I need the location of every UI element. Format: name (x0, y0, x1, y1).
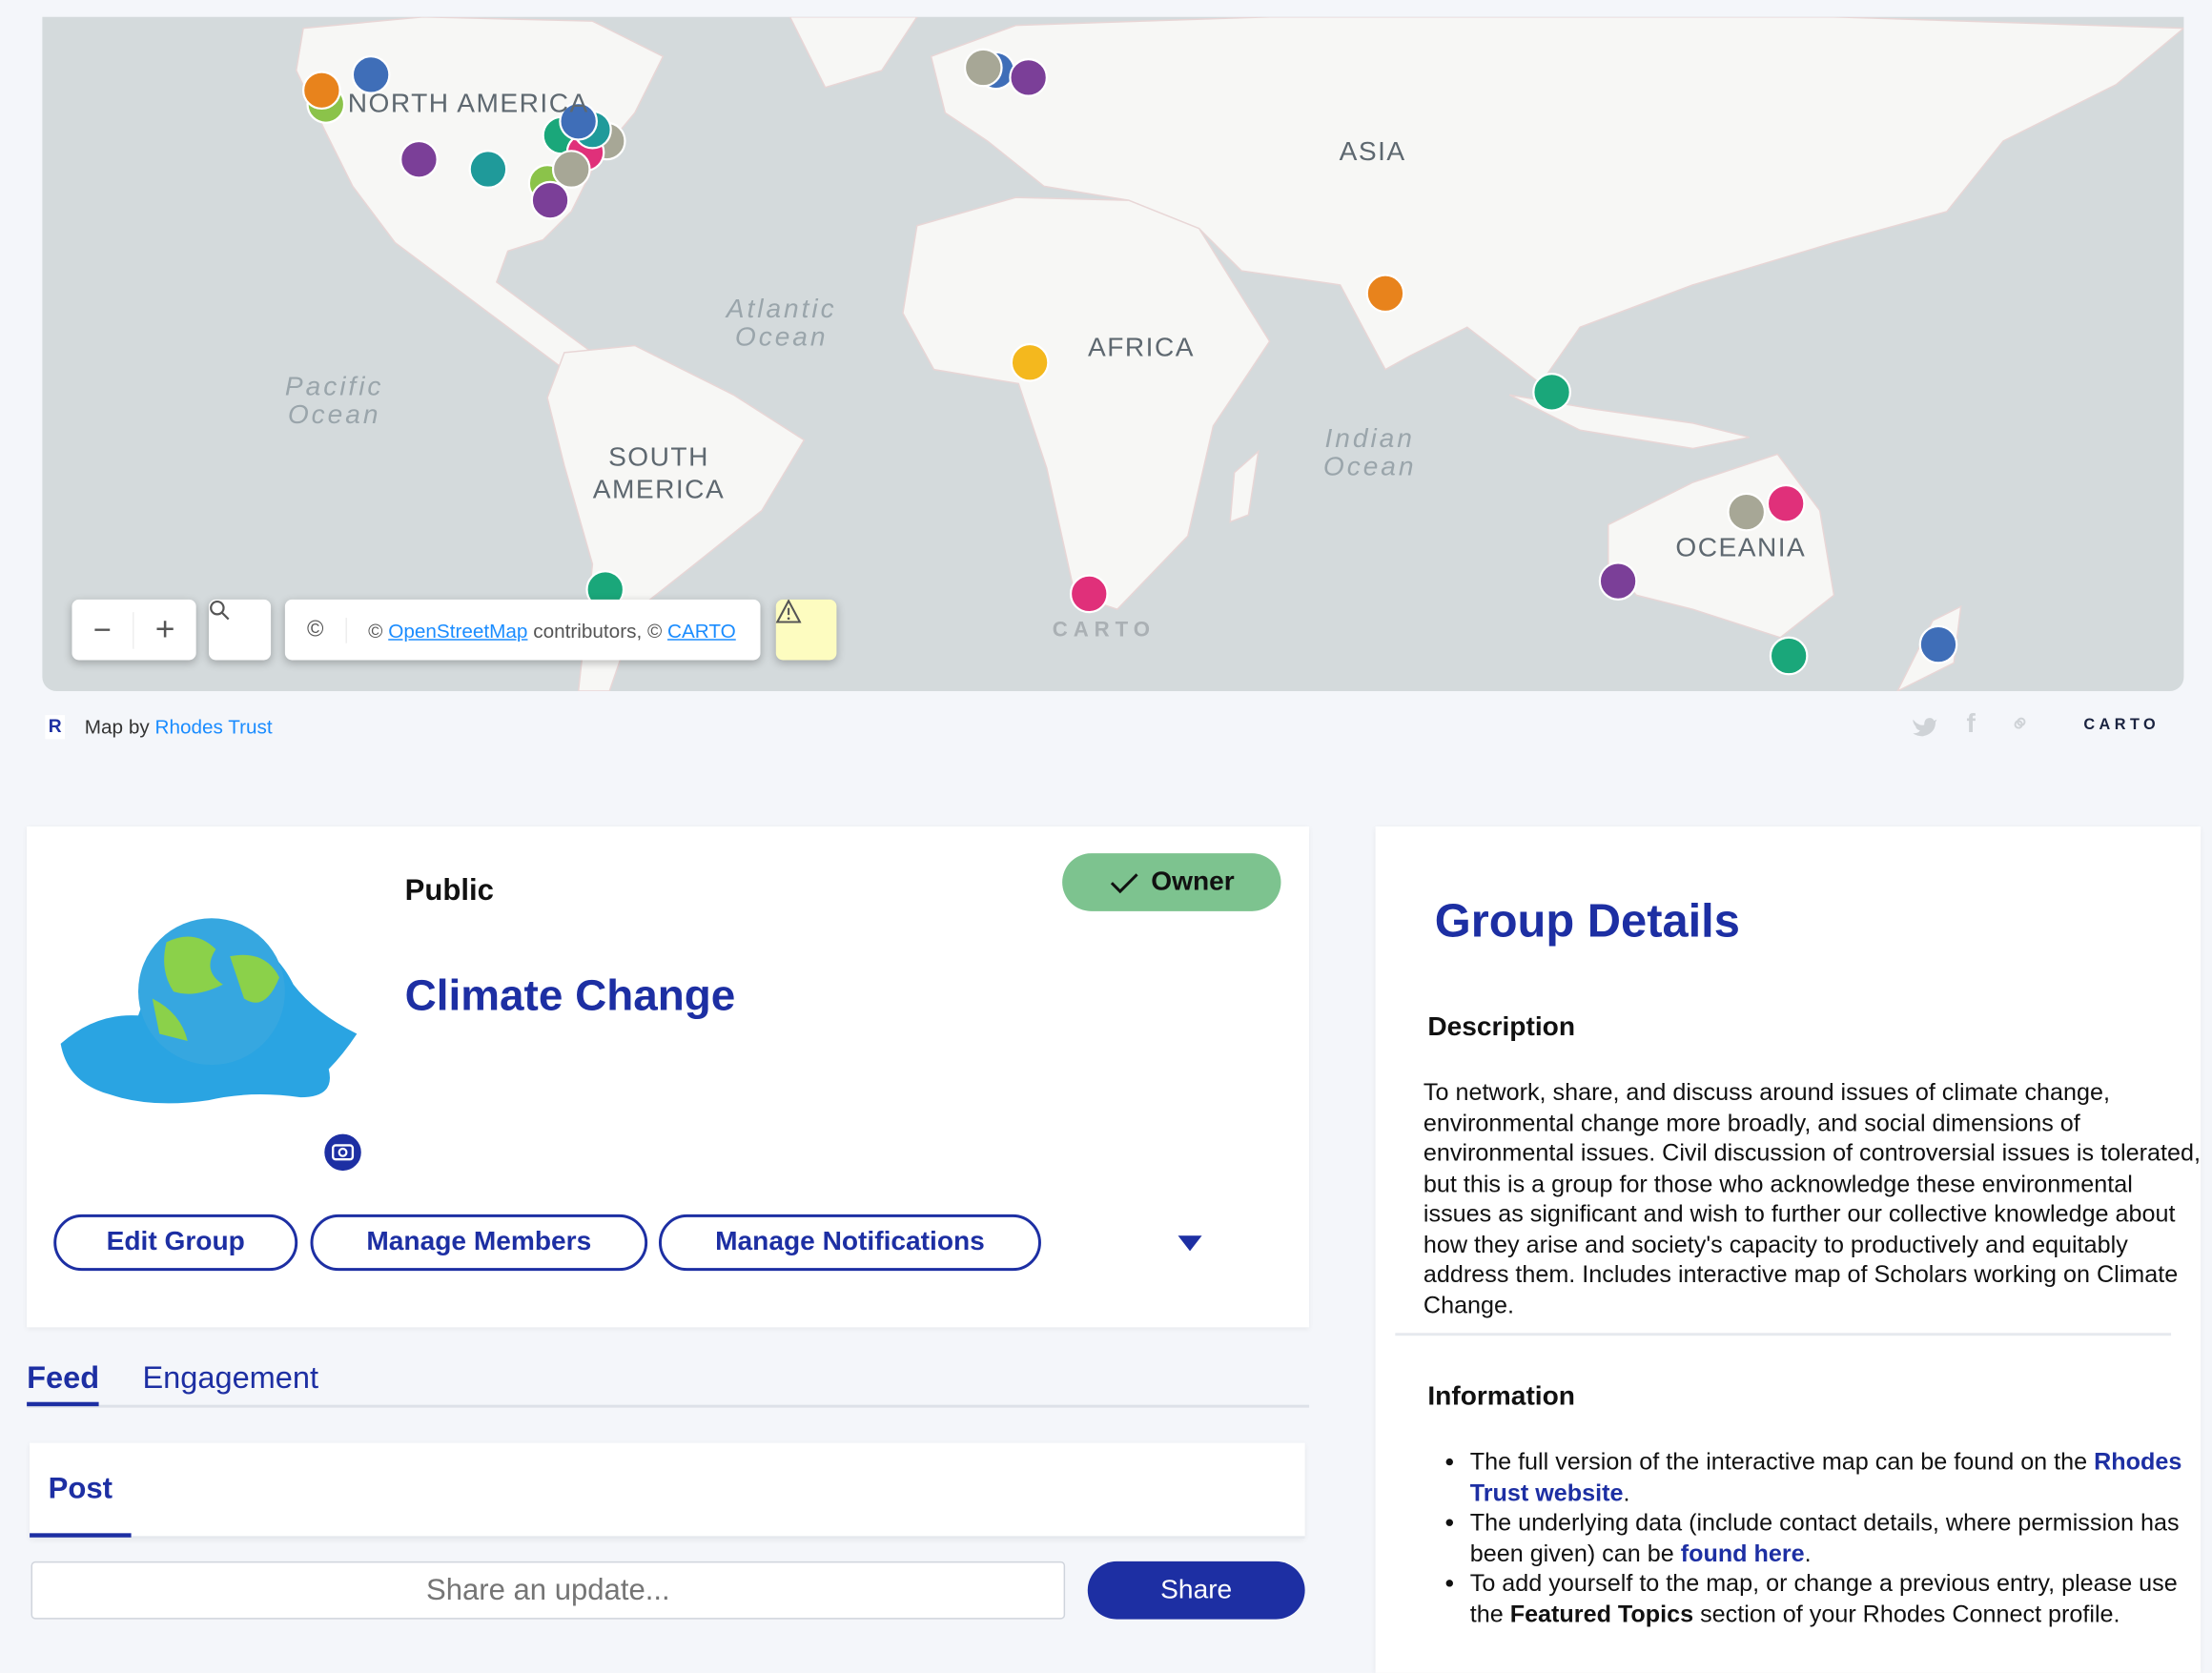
search-button[interactable] (208, 599, 272, 661)
map-marker-green[interactable] (1532, 372, 1571, 412)
copyright-icon[interactable]: © (285, 617, 347, 643)
rhodes-trust-link[interactable]: Rhodes Trust (154, 715, 273, 738)
share-button[interactable]: Share (1087, 1561, 1305, 1620)
map-marker-purple[interactable] (1598, 561, 1638, 601)
map-marker-gray[interactable] (963, 48, 1003, 88)
map-marker-purple[interactable] (1009, 58, 1048, 97)
label-south-america: SOUTH AMERICA (592, 442, 726, 505)
visibility-label: Public (404, 874, 494, 908)
details-divider (1395, 1333, 2172, 1336)
label-oceania: OCEANIA (1675, 534, 1807, 564)
post-tabs (30, 1442, 1305, 1540)
label-north-america: NORTH AMERICA (347, 89, 589, 120)
land-indonesia (1508, 394, 1750, 450)
carto-logo: CARTO (2083, 716, 2161, 734)
land-madagascar (1229, 449, 1260, 523)
description-text: To network, share, and discuss around is… (1423, 1078, 2201, 1318)
tabs-divider (27, 1404, 1310, 1408)
tab-engagement[interactable]: Engagement (142, 1359, 319, 1396)
map-marker-pink[interactable] (1766, 483, 1806, 523)
attribution-prefix: © (368, 618, 383, 642)
map-marker-gray[interactable] (1727, 492, 1767, 532)
land-north-america (295, 16, 665, 371)
map-marker-yellow[interactable] (1010, 342, 1050, 382)
tab-feed[interactable]: Feed (27, 1359, 100, 1407)
group-details-card: Group Details Description To network, sh… (1375, 826, 2202, 1673)
label-asia: ASIA (1339, 137, 1406, 168)
attribution-text: contributors, © (533, 618, 663, 642)
map-credit: Map by Rhodes Trust (84, 715, 273, 738)
carto-link[interactable]: CARTO (666, 618, 736, 642)
zoom-out-button[interactable]: − (72, 611, 134, 648)
found-here-link[interactable]: found here (1680, 1539, 1805, 1567)
warning-button[interactable] (775, 599, 837, 661)
group-avatar-melting-earth (60, 918, 358, 1104)
change-photo-button[interactable] (321, 1131, 364, 1174)
map-marker-blue[interactable] (559, 101, 598, 141)
info-item: The underlying data (include contact det… (1470, 1508, 2198, 1569)
manage-notifications-button[interactable]: Manage Notifications (658, 1214, 1041, 1272)
label-atlantic-ocean: Atlantic Ocean (726, 295, 837, 353)
rhodes-logo-icon: R (45, 715, 66, 740)
manage-members-button[interactable]: Manage Members (310, 1214, 648, 1272)
map-marker-purple[interactable] (399, 139, 439, 179)
land-greenland (789, 16, 918, 89)
share-update-input[interactable] (31, 1561, 1066, 1620)
zoom-in-button[interactable]: + (154, 609, 175, 648)
map-marker-purple[interactable] (530, 180, 570, 220)
map-marker-green[interactable] (1769, 636, 1809, 676)
map-marker-blue[interactable] (1918, 624, 1958, 664)
information-list: The full version of the interactive map … (1444, 1447, 2199, 1629)
scholars-map[interactable]: NORTH AMERICA SOUTH AMERICA AFRICA ASIA … (42, 16, 2184, 692)
rhodes-trust-website-link[interactable]: Rhodes Trust website (1469, 1448, 2182, 1506)
map-marker-gray[interactable] (551, 150, 591, 189)
search-icon (210, 600, 230, 621)
information-heading: Information (1427, 1382, 1575, 1413)
camera-icon (332, 1144, 355, 1161)
info-item: The full version of the interactive map … (1470, 1447, 2198, 1508)
openstreetmap-link[interactable]: OpenStreetMap (388, 618, 528, 642)
more-actions-dropdown[interactable] (1178, 1235, 1202, 1252)
map-marker-orange[interactable] (1365, 274, 1405, 314)
attribution-box: © © OpenStreetMap contributors, © CARTO (284, 599, 761, 661)
carto-watermark: CARTO (1052, 618, 1156, 643)
map-marker-pink[interactable] (1069, 574, 1109, 614)
land-africa (902, 196, 1271, 611)
group-title: Climate Change (404, 969, 736, 1020)
label-pacific-ocean: Pacific Ocean (284, 372, 384, 431)
edit-group-button[interactable]: Edit Group (53, 1214, 298, 1272)
owner-badge: Owner (1062, 853, 1281, 911)
facebook-icon[interactable]: f (1966, 709, 1976, 740)
label-africa: AFRICA (1088, 333, 1195, 363)
twitter-icon[interactable] (1912, 715, 1937, 738)
link-icon[interactable]: ⚭ (2002, 705, 2038, 742)
tab-post[interactable]: Post (30, 1473, 132, 1538)
map-marker-teal[interactable] (468, 150, 508, 189)
description-heading: Description (1427, 1012, 1576, 1043)
map-marker-blue[interactable] (351, 55, 391, 94)
map-marker-orange[interactable] (302, 71, 341, 111)
group-details-title: Group Details (1434, 894, 1740, 947)
warning-icon (775, 599, 802, 623)
zoom-controls: − + (72, 599, 196, 661)
info-item: To add yourself to the map, or change a … (1470, 1568, 2198, 1629)
check-icon (1110, 872, 1138, 893)
label-indian-ocean: Indian Ocean (1322, 424, 1417, 483)
